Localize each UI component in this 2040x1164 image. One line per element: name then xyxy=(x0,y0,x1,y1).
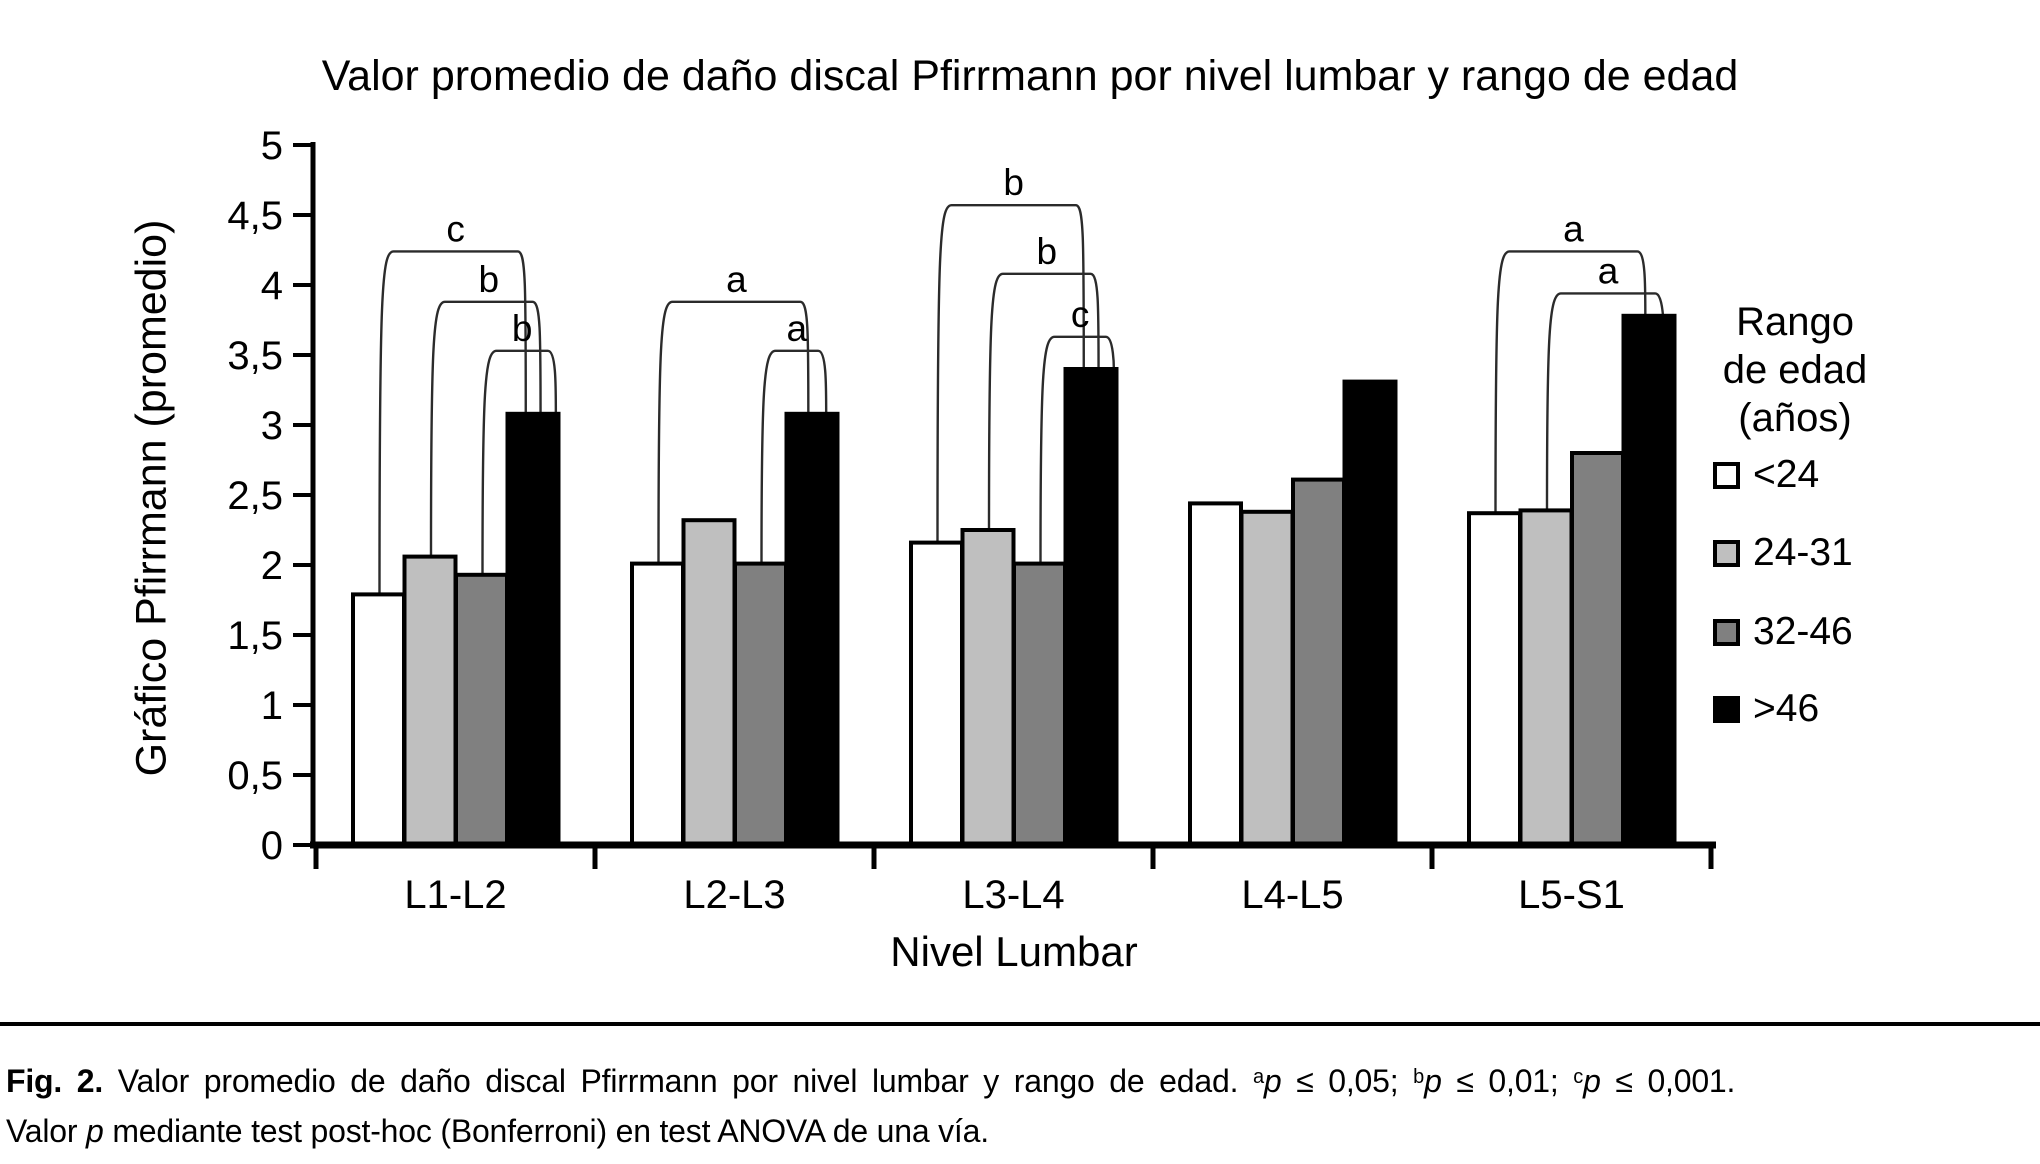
legend-title-line: Rango xyxy=(1736,300,1854,344)
sig-bracket-L1-L2-b xyxy=(481,349,558,575)
bar-L5-S1-32-46 xyxy=(1570,451,1625,847)
bar-L1-L2->46 xyxy=(505,411,561,847)
bar-L2-L3-24-31 xyxy=(681,518,737,847)
x-category-label: L1-L2 xyxy=(404,873,506,917)
caption-text: mediante test post-hoc (Bonferroni) en t… xyxy=(103,1113,989,1149)
figure-caption: Fig. 2. Valor promedio de daño discal Pf… xyxy=(6,1052,2036,1156)
caption-text: Fig. 2. xyxy=(6,1063,104,1099)
sig-bracket-L2-L3-a xyxy=(657,300,810,564)
bar-L5-S1-<24 xyxy=(1467,511,1522,847)
sig-bracket-label: b xyxy=(1036,231,1057,272)
x-axis-title: Nivel Lumbar xyxy=(890,928,1138,975)
y-tick-label: 0,5 xyxy=(227,754,283,798)
sig-bracket-L3-L4-b xyxy=(936,204,1085,543)
legend-swatch-icon xyxy=(1713,539,1740,567)
bar-L3-L4-32-46 xyxy=(1012,561,1067,847)
y-tick-label: 2 xyxy=(261,544,283,588)
caption-text: c xyxy=(1573,1066,1584,1088)
legend-item: 32-46 xyxy=(1713,609,1853,655)
caption-rule xyxy=(0,1022,2040,1026)
sig-bracket-L5-S1-a xyxy=(1545,292,1665,511)
bar-L5-S1-24-31 xyxy=(1518,508,1574,847)
sig-bracket-L3-L4-b xyxy=(987,272,1100,531)
bar-L2-L3->46 xyxy=(784,411,840,847)
sig-bracket-label: b xyxy=(512,308,533,349)
y-tick-label: 5 xyxy=(261,124,283,168)
x-category-label: L2-L3 xyxy=(683,873,785,917)
bar-L2-L3-<24 xyxy=(630,561,685,847)
sig-bracket-label: b xyxy=(1003,162,1024,203)
sig-bracket-label: a xyxy=(787,308,808,349)
legend-item: 24-31 xyxy=(1713,530,1853,576)
caption-text: p xyxy=(1263,1063,1282,1099)
caption-text: Valor xyxy=(6,1113,87,1149)
caption-line-1: Fig. 2. Valor promedio de daño discal Pf… xyxy=(6,1052,2036,1106)
sig-bracket-label: a xyxy=(726,259,747,300)
legend-swatch-icon xyxy=(1713,461,1740,489)
bar-L3-L4->46 xyxy=(1063,367,1119,847)
legend-swatch-icon xyxy=(1713,695,1740,723)
y-tick-label: 3 xyxy=(261,404,283,448)
y-tick-label: 4,5 xyxy=(227,194,283,238)
sig-bracket-L1-L2-c xyxy=(378,250,527,595)
x-category-label: L3-L4 xyxy=(962,873,1064,917)
y-tick-label: 4 xyxy=(261,264,283,308)
bar-L5-S1->46 xyxy=(1621,313,1677,847)
sig-bracket-L5-S1-a xyxy=(1494,250,1647,514)
legend-item-label: 24-31 xyxy=(1753,531,1853,574)
sig-bracket-L1-L2-b xyxy=(429,300,542,557)
x-category-label: L4-L5 xyxy=(1241,873,1343,917)
x-category-label: L5-S1 xyxy=(1518,873,1625,917)
caption-text: p xyxy=(1424,1063,1442,1099)
sig-bracket-label: c xyxy=(1071,294,1090,335)
caption-text: p xyxy=(86,1113,104,1149)
legend-swatch-icon xyxy=(1713,618,1740,646)
caption-line-2: Valor p mediante test post-hoc (Bonferro… xyxy=(6,1106,2036,1156)
caption-text: b xyxy=(1413,1066,1425,1088)
y-tick-label: 1,5 xyxy=(227,614,283,658)
caption-text: p xyxy=(1583,1063,1601,1099)
sig-bracket-label: a xyxy=(1598,250,1619,291)
caption-text: ≤ 0,01; xyxy=(1441,1063,1574,1099)
bar-L4-L5-24-31 xyxy=(1239,509,1295,847)
sig-bracket-label: c xyxy=(446,208,465,249)
bar-L1-L2-<24 xyxy=(351,592,406,848)
bar-L2-L3-32-46 xyxy=(733,561,788,847)
bar-L4-L5-<24 xyxy=(1188,501,1243,847)
legend-item-label: <24 xyxy=(1753,453,1820,496)
bar-L3-L4-<24 xyxy=(909,540,964,847)
caption-text: ≤ 0,05; xyxy=(1281,1063,1414,1099)
bar-L3-L4-24-31 xyxy=(960,528,1016,847)
bar-L4-L5-32-46 xyxy=(1291,477,1346,847)
sig-bracket-label: b xyxy=(478,259,499,300)
bar-L1-L2-32-46 xyxy=(454,572,509,847)
bar-L1-L2-24-31 xyxy=(402,554,458,847)
caption-text: ≤ 0,001. xyxy=(1600,1063,1736,1099)
sig-bracket-L3-L4-c xyxy=(1039,335,1116,564)
y-tick-label: 3,5 xyxy=(227,334,283,378)
legend-item: <24 xyxy=(1713,452,1819,498)
chart-title: Valor promedio de daño discal Pfirrmann … xyxy=(321,52,1739,100)
y-tick-label: 0 xyxy=(261,824,283,868)
bar-L4-L5->46 xyxy=(1342,379,1398,847)
y-tick-label: 1 xyxy=(261,684,283,728)
legend-item-label: >46 xyxy=(1753,687,1820,730)
legend-item-label: 32-46 xyxy=(1753,610,1853,653)
legend-title: Rango de edad (años) xyxy=(1650,298,1940,442)
sig-bracket-label: a xyxy=(1563,208,1584,249)
y-tick-label: 2,5 xyxy=(227,474,283,518)
sig-bracket-L2-L3-a xyxy=(760,349,828,564)
legend-item: >46 xyxy=(1713,686,1819,732)
caption-text: a xyxy=(1252,1066,1264,1088)
legend-title-line: (años) xyxy=(1738,396,1852,440)
caption-text: Valor promedio de daño discal Pfirrmann … xyxy=(103,1063,1253,1099)
legend-title-line: de edad xyxy=(1722,348,1868,392)
